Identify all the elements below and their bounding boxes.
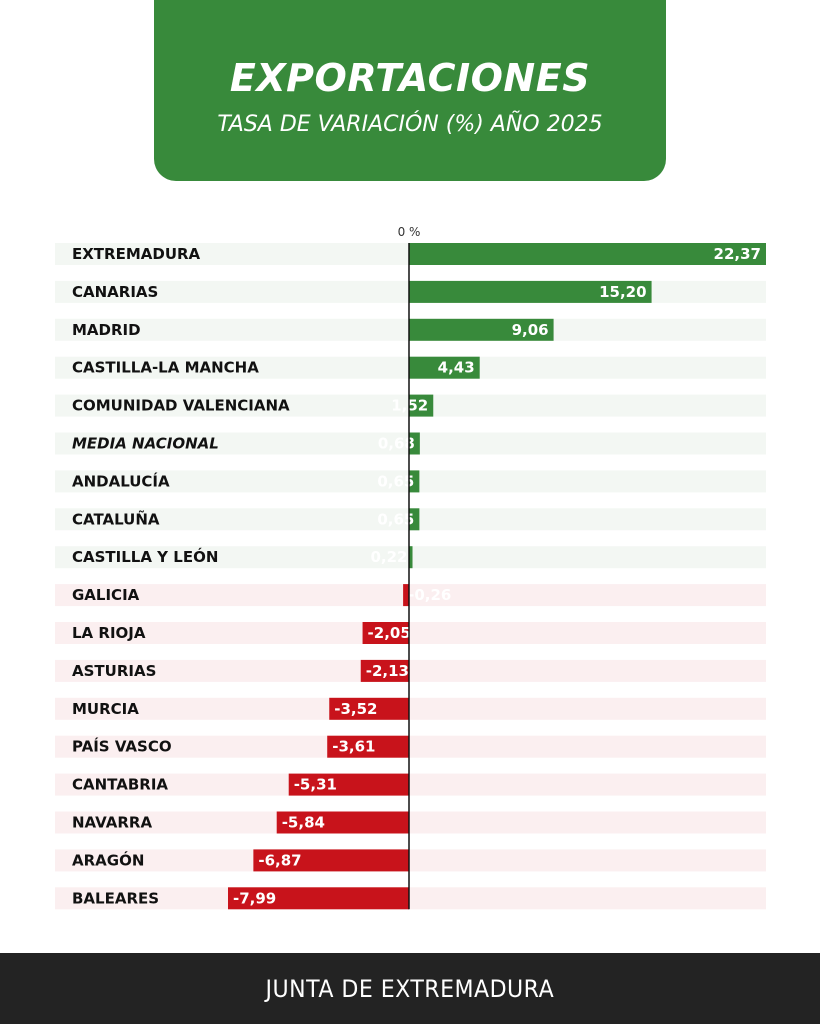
- row-background: [55, 735, 766, 758]
- category-label: MADRID: [72, 321, 141, 339]
- category-label: MURCIA: [72, 700, 139, 718]
- data-label: 0,22: [370, 548, 407, 566]
- row-background: [55, 659, 766, 682]
- row-background: [55, 697, 766, 720]
- category-label: COMUNIDAD VALENCIANA: [72, 397, 290, 415]
- data-label: -5,84: [282, 814, 325, 832]
- data-label: -6,87: [258, 851, 301, 869]
- row-background: [55, 584, 766, 607]
- row-background: [55, 811, 766, 834]
- data-label: -5,31: [294, 776, 337, 794]
- data-bar: [403, 584, 409, 607]
- data-bar: [409, 546, 413, 569]
- footer-brand: JUNTA DE EXTREMADURA: [265, 974, 555, 1003]
- category-label: CASTILLA-LA MANCHA: [72, 359, 259, 377]
- category-label: ASTURIAS: [72, 662, 156, 680]
- data-bar: [253, 849, 409, 872]
- data-bar: [409, 356, 480, 379]
- chart-title: EXPORTACIONES: [229, 56, 591, 100]
- row-background: [55, 773, 766, 796]
- category-label: EXTREMADURA: [72, 245, 201, 263]
- data-label: -3,61: [332, 738, 375, 756]
- data-label: -0,26: [408, 586, 451, 604]
- data-label: -2,05: [368, 624, 411, 642]
- row-background: [55, 622, 766, 644]
- data-label: -7,99: [233, 889, 276, 907]
- row-background: [55, 887, 766, 910]
- category-label: CATALUÑA: [72, 509, 160, 528]
- category-label: BALEARES: [72, 889, 159, 907]
- row-background: [55, 849, 766, 872]
- data-bar: [360, 659, 409, 682]
- data-bar: [327, 735, 409, 758]
- data-label: 22,37: [714, 245, 761, 263]
- category-label: CANTABRIA: [72, 776, 168, 794]
- data-bar: [362, 622, 409, 644]
- data-bar: [409, 432, 420, 455]
- chart-subtitle: TASA DE VARIACIÓN (%) AÑO 2025: [217, 112, 603, 137]
- category-label: GALICIA: [72, 586, 140, 604]
- data-bar: [288, 773, 409, 796]
- category-label: CANARIAS: [72, 283, 158, 301]
- data-label: 9,06: [512, 321, 549, 339]
- category-label: NAVARRA: [72, 814, 152, 832]
- category-label: ANDALUCÍA: [72, 471, 170, 490]
- data-bar: [228, 887, 409, 910]
- bar-chart: 0 % EXTREMADURA 22,37 CANARIAS 15,20 MADRID 9,…: [55, 225, 766, 910]
- category-label: CASTILLA Y LEÓN: [72, 547, 218, 566]
- data-bar: [409, 243, 766, 265]
- data-label: 0,65: [377, 510, 414, 528]
- footer-bar: JUNTA DE EXTREMADURA: [0, 953, 820, 1024]
- zero-axis-label: 0 %: [398, 225, 421, 239]
- data-bar: [409, 470, 420, 493]
- data-label: 15,20: [599, 283, 646, 301]
- category-label: ARAGÓN: [72, 850, 144, 869]
- category-label: LA RIOJA: [72, 624, 146, 642]
- data-label: 0,68: [378, 435, 415, 453]
- category-label: MEDIA NACIONAL: [72, 435, 219, 453]
- data-bar: [409, 280, 652, 303]
- data-bar: [409, 508, 420, 531]
- data-bar: [409, 318, 554, 341]
- data-label: 0,65: [377, 472, 414, 490]
- data-bar: [409, 394, 434, 417]
- data-label: -2,13: [366, 662, 409, 680]
- data-bar: [276, 811, 409, 834]
- data-label: 4,43: [438, 359, 475, 377]
- data-label: -3,52: [334, 700, 377, 718]
- data-bar: [329, 697, 409, 720]
- header-banner: EXPORTACIONES TASA DE VARIACIÓN (%) AÑO …: [154, 0, 666, 181]
- category-label: PAÍS VASCO: [72, 737, 172, 756]
